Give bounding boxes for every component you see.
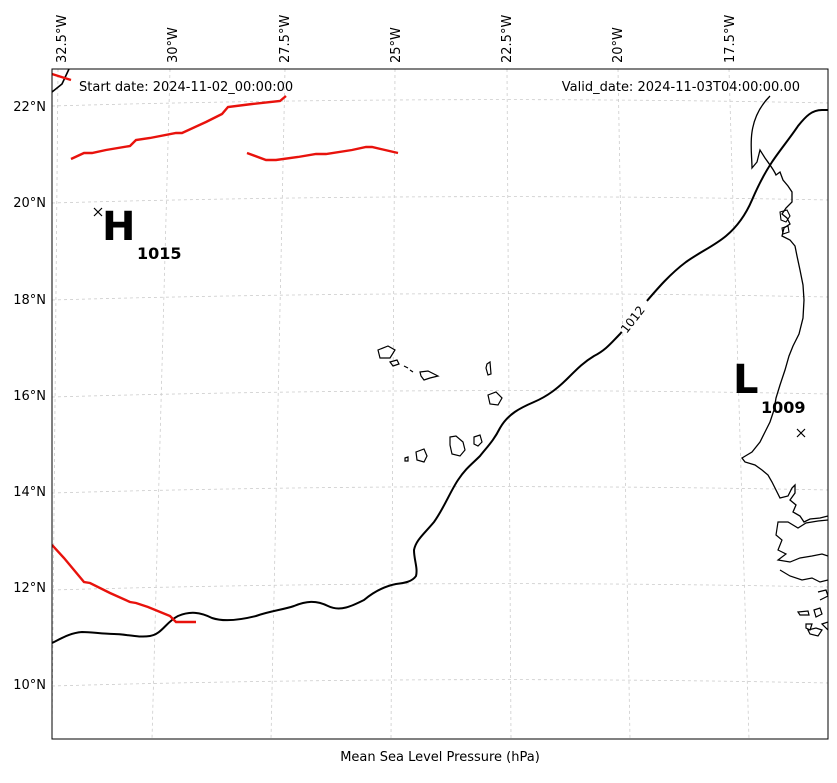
low-pressure-center: L 1009 [733, 357, 806, 438]
lat-tick-labels: 22°N 20°N 18°N 16°N 14°N 12°N 10°N [13, 100, 46, 693]
lat-tick: 18°N [13, 293, 46, 308]
low-value: 1009 [761, 398, 806, 417]
lon-tick: 25°W [389, 27, 404, 63]
high-symbol: H [102, 204, 135, 250]
lat-tick: 22°N [13, 100, 46, 115]
lon-tick: 27.5°W [278, 15, 293, 63]
isobar-1012-clear [619, 299, 651, 334]
high-value: 1015 [137, 244, 182, 263]
high-center-marker [93, 207, 103, 217]
lon-tick: 30°W [166, 27, 181, 63]
plot-frame [51, 68, 829, 740]
lon-tick: 22.5°W [500, 15, 515, 63]
valid-date: Valid_date: 2024-11-03T04:00:00.00 [562, 80, 800, 95]
lat-tick: 10°N [13, 678, 46, 693]
lat-tick: 16°N [13, 389, 46, 404]
lon-tick-labels: 32.5°W 30°W 27.5°W 25°W 22.5°W 20°W 17.5… [55, 15, 738, 63]
x-axis-label: Mean Sea Level Pressure (hPa) [340, 750, 540, 765]
lat-tick: 20°N [13, 196, 46, 211]
lat-tick: 12°N [13, 581, 46, 596]
cabo-verde-islands [377, 345, 503, 463]
lon-tick: 20°W [611, 27, 626, 63]
front-lines [52, 72, 399, 624]
lon-tick: 32.5°W [55, 15, 70, 63]
africa-coastline-south [775, 519, 828, 637]
africa-coastline [741, 95, 828, 523]
high-pressure-center: H 1015 [93, 204, 182, 263]
lon-tick: 17.5°W [723, 15, 738, 63]
island-bijagos [779, 209, 791, 235]
low-center-marker [796, 428, 806, 438]
start-date: Start date: 2024-11-02_00:00:00 [79, 80, 293, 95]
isobar-1012 [52, 109, 828, 644]
lat-tick: 14°N [13, 485, 46, 500]
isobar-corner [52, 69, 70, 93]
gridlines [52, 69, 828, 739]
low-symbol: L [733, 357, 759, 403]
